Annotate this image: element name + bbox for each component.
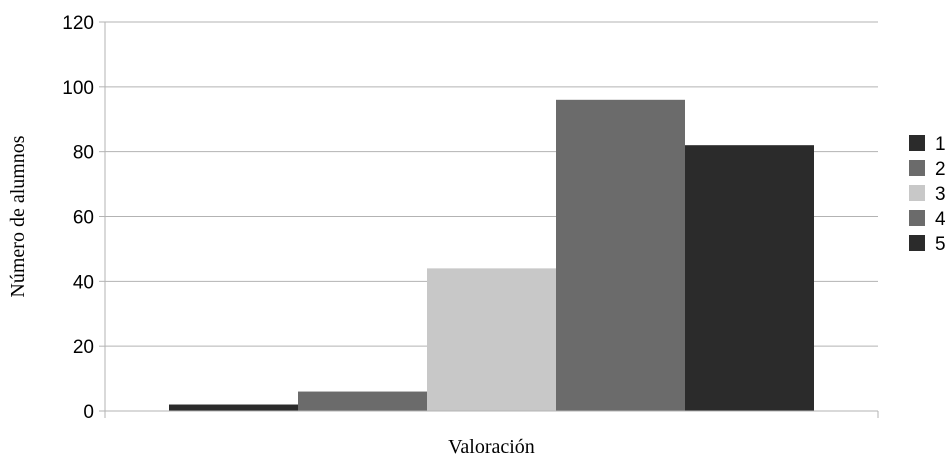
bar-5 — [685, 145, 814, 411]
y-tick-label: 100 — [62, 78, 94, 99]
bar-2 — [298, 391, 427, 411]
y-axis-ticks: 0 20 40 60 80 100 120 — [62, 13, 879, 423]
bar-1 — [169, 404, 298, 411]
y-axis-title: Número de alumnos — [7, 135, 29, 297]
bar-4 — [556, 99, 685, 412]
y-tick-label: 0 — [83, 402, 94, 423]
bar-3 — [427, 268, 556, 411]
legend: 1 2 3 4 5 — [909, 134, 946, 255]
legend-swatch-1 — [909, 135, 925, 151]
legend-label-2: 2 — [935, 159, 946, 180]
y-tick-label: 20 — [73, 337, 94, 358]
legend-swatch-4 — [909, 210, 925, 226]
legend-label-1: 1 — [935, 134, 946, 155]
y-tick-label: 60 — [73, 208, 94, 229]
y-tick-label: 120 — [62, 13, 94, 34]
legend-swatch-3 — [909, 185, 925, 201]
legend-label-4: 4 — [935, 209, 946, 230]
legend-label-5: 5 — [935, 234, 946, 255]
y-tick-label: 80 — [73, 143, 94, 164]
x-axis-title: Valoración — [448, 436, 535, 458]
legend-swatch-5 — [909, 235, 925, 251]
legend-label-3: 3 — [935, 184, 946, 205]
bars — [169, 99, 814, 412]
y-tick-label: 40 — [73, 272, 94, 293]
legend-swatch-2 — [909, 160, 925, 176]
